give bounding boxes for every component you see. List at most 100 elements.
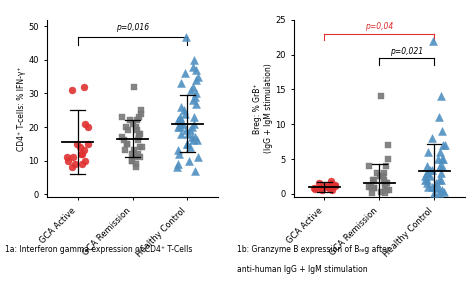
Point <box>177 105 184 109</box>
Point <box>371 178 378 182</box>
Point <box>438 94 445 99</box>
Point <box>122 125 129 129</box>
Text: p=0,016: p=0,016 <box>116 23 149 32</box>
Point <box>118 135 126 139</box>
Point <box>384 143 392 147</box>
Point <box>318 188 326 193</box>
Point <box>427 167 434 172</box>
Point <box>82 158 89 163</box>
Point <box>438 157 446 161</box>
Point <box>134 128 141 133</box>
Point <box>191 135 199 139</box>
Point <box>433 181 440 186</box>
Point <box>133 162 140 166</box>
Point <box>135 151 142 156</box>
Point <box>80 85 88 89</box>
Point <box>311 187 319 191</box>
Point <box>192 78 200 82</box>
Point <box>438 164 446 168</box>
Point <box>181 71 189 76</box>
Point <box>383 181 391 186</box>
Point <box>430 191 438 195</box>
Point <box>138 145 146 149</box>
Point <box>365 185 373 189</box>
Point <box>68 165 76 169</box>
Point <box>129 121 137 126</box>
Point <box>132 165 140 169</box>
Point <box>315 181 322 186</box>
Point <box>136 155 144 159</box>
Point <box>189 64 196 69</box>
Point <box>84 125 91 129</box>
Point <box>177 81 185 86</box>
Point <box>123 142 131 146</box>
Point <box>118 115 126 119</box>
Point <box>331 183 338 188</box>
Point <box>383 188 391 193</box>
Point <box>126 118 134 123</box>
Point <box>173 165 181 169</box>
Point <box>435 178 443 182</box>
Point <box>124 128 131 133</box>
Point <box>175 151 183 156</box>
Point <box>176 121 184 126</box>
Point <box>367 185 375 189</box>
Point <box>180 108 187 113</box>
Point <box>137 131 144 136</box>
Point <box>181 111 189 116</box>
Point <box>68 88 76 92</box>
Point <box>135 135 142 139</box>
Point <box>128 158 136 163</box>
Point <box>438 129 446 133</box>
Point <box>382 181 390 186</box>
Point <box>426 174 434 179</box>
Point <box>128 151 136 156</box>
Point <box>429 38 437 43</box>
Point <box>328 188 336 192</box>
Point <box>370 186 377 191</box>
Point <box>69 155 77 159</box>
Point <box>176 115 183 119</box>
Point <box>423 181 431 186</box>
Point <box>123 142 131 146</box>
Point <box>377 94 385 99</box>
Point <box>434 157 442 161</box>
Point <box>384 157 392 161</box>
Point <box>436 164 444 168</box>
Point <box>382 191 389 195</box>
Point <box>381 185 389 189</box>
Point <box>316 186 324 191</box>
Point <box>421 174 429 179</box>
Point <box>189 85 197 89</box>
Point <box>131 85 138 89</box>
Point <box>179 121 187 126</box>
Point <box>369 190 376 195</box>
Point <box>190 121 198 126</box>
Point <box>424 185 432 189</box>
Point <box>191 94 199 99</box>
Point <box>137 145 144 149</box>
Point <box>379 174 387 179</box>
Point <box>365 164 373 168</box>
Point <box>428 185 436 189</box>
Point <box>84 142 92 146</box>
Point <box>194 74 202 79</box>
Point <box>135 131 143 136</box>
Point <box>137 108 145 113</box>
Point <box>440 190 447 194</box>
Point <box>428 167 435 172</box>
Y-axis label: CD4⁺ T-cells: % IFN-γ⁺: CD4⁺ T-cells: % IFN-γ⁺ <box>17 66 26 151</box>
Point <box>76 145 84 149</box>
Text: anti-human IgG + IgM stimulation: anti-human IgG + IgM stimulation <box>237 265 368 274</box>
Point <box>186 145 193 149</box>
Point <box>71 162 79 166</box>
Point <box>174 148 182 153</box>
Point <box>373 171 381 175</box>
Point <box>189 135 196 139</box>
Point <box>64 158 72 163</box>
Point <box>438 188 446 193</box>
Point <box>381 178 388 182</box>
Point <box>178 131 185 136</box>
Point <box>319 183 327 188</box>
Text: 1b: Granzyme B expression of Bᵣₑg after: 1b: Granzyme B expression of Bᵣₑg after <box>237 245 390 254</box>
